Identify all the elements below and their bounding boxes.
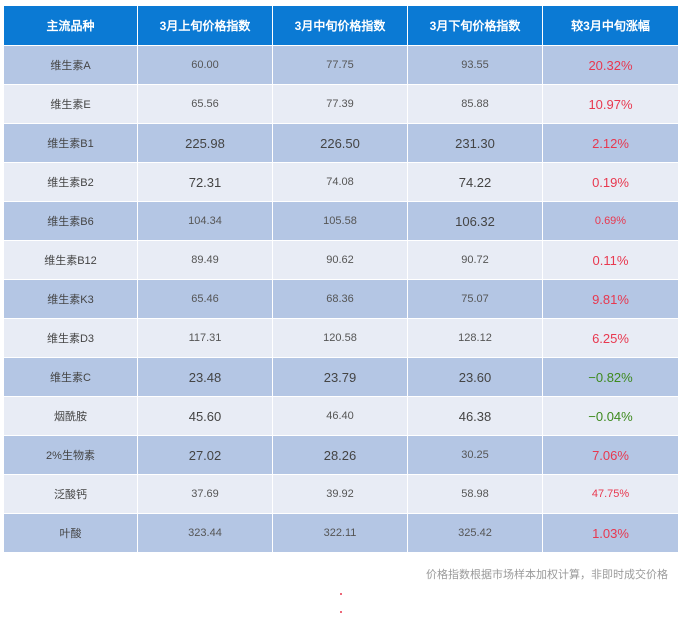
cell-change: 0.19% (542, 162, 679, 202)
cell-mid: 226.50 (272, 123, 408, 163)
cell-late: 58.98 (407, 474, 543, 514)
cell-mid: 46.40 (272, 396, 408, 436)
cell-change: 7.06% (542, 435, 679, 475)
cell-change: −0.04% (542, 396, 679, 436)
table-row: 维生素D3 117.31 120.58 128.12 6.25% (3, 318, 679, 358)
cell-mid: 39.92 (272, 474, 408, 514)
table-row: 叶酸 323.44 322.11 325.42 1.03% (3, 513, 679, 553)
cell-early: 23.48 (137, 357, 273, 397)
cell-early: 104.34 (137, 201, 273, 241)
cell-late: 128.12 (407, 318, 543, 358)
cell-name: 维生素E (3, 84, 138, 124)
table-row: 维生素B2 72.31 74.08 74.22 0.19% (3, 162, 679, 202)
cell-early: 117.31 (137, 318, 273, 358)
cell-late: 93.55 (407, 45, 543, 85)
cell-late: 74.22 (407, 162, 543, 202)
table-row: 维生素B1 225.98 226.50 231.30 2.12% (3, 123, 679, 163)
header-early-march: 3月上旬价格指数 (137, 5, 273, 46)
cell-mid: 68.36 (272, 279, 408, 319)
cell-mid: 77.39 (272, 84, 408, 124)
table-row: 烟酰胺 45.60 46.40 46.38 −0.04% (3, 396, 679, 436)
header-row: 主流品种 3月上旬价格指数 3月中旬价格指数 3月下旬价格指数 较3月中旬涨幅 (3, 5, 679, 46)
cell-name: 维生素A (3, 45, 138, 85)
cell-early: 45.60 (137, 396, 273, 436)
table-row: 维生素B6 104.34 105.58 106.32 0.69% (3, 201, 679, 241)
cell-early: 225.98 (137, 123, 273, 163)
cell-mid: 322.11 (272, 513, 408, 553)
cell-early: 37.69 (137, 474, 273, 514)
cell-mid: 105.58 (272, 201, 408, 241)
cell-name: 维生素D3 (3, 318, 138, 358)
cell-change: 2.12% (542, 123, 679, 163)
header-variety: 主流品种 (3, 5, 138, 46)
cell-late: 325.42 (407, 513, 543, 553)
cell-mid: 74.08 (272, 162, 408, 202)
cell-change: −0.82% (542, 357, 679, 397)
cell-mid: 23.79 (272, 357, 408, 397)
cell-change: 1.03% (542, 513, 679, 553)
table-row: 维生素A 60.00 77.75 93.55 20.32% (3, 45, 679, 85)
cell-early: 323.44 (137, 513, 273, 553)
table-row: 泛酸钙 37.69 39.92 58.98 47.75% (3, 474, 679, 514)
table-header: 主流品种 3月上旬价格指数 3月中旬价格指数 3月下旬价格指数 较3月中旬涨幅 (3, 5, 679, 46)
cell-early: 65.46 (137, 279, 273, 319)
cell-name: 维生素B1 (3, 123, 138, 163)
cell-mid: 77.75 (272, 45, 408, 85)
cell-late: 30.25 (407, 435, 543, 475)
cell-early: 72.31 (137, 162, 273, 202)
cell-late: 90.72 (407, 240, 543, 280)
decorative-dot (340, 593, 342, 595)
cell-early: 89.49 (137, 240, 273, 280)
footnote: 价格指数根据市场样本加权计算，非即时成交价格 (426, 569, 668, 581)
cell-mid: 120.58 (272, 318, 408, 358)
table-row: 维生素C 23.48 23.79 23.60 −0.82% (3, 357, 679, 397)
table-row: 2%生物素 27.02 28.26 30.25 7.06% (3, 435, 679, 475)
table-body: 维生素A 60.00 77.75 93.55 20.32% 维生素E 65.56… (3, 45, 679, 553)
cell-change: 0.69% (542, 201, 679, 241)
cell-late: 85.88 (407, 84, 543, 124)
cell-change: 20.32% (542, 45, 679, 85)
cell-late: 46.38 (407, 396, 543, 436)
cell-name: 烟酰胺 (3, 396, 138, 436)
cell-name: 维生素K3 (3, 279, 138, 319)
cell-change: 0.11% (542, 240, 679, 280)
cell-late: 75.07 (407, 279, 543, 319)
cell-late: 23.60 (407, 357, 543, 397)
cell-name: 叶酸 (3, 513, 138, 553)
cell-name: 维生素C (3, 357, 138, 397)
cell-change: 47.75% (542, 474, 679, 514)
price-index-table: 主流品种 3月上旬价格指数 3月中旬价格指数 3月下旬价格指数 较3月中旬涨幅 … (3, 5, 679, 553)
header-mid-march: 3月中旬价格指数 (272, 5, 408, 46)
cell-late: 106.32 (407, 201, 543, 241)
cell-name: 维生素B2 (3, 162, 138, 202)
cell-name: 泛酸钙 (3, 474, 138, 514)
cell-change: 9.81% (542, 279, 679, 319)
header-late-march: 3月下旬价格指数 (407, 5, 543, 46)
decorative-dot (340, 611, 342, 613)
cell-late: 231.30 (407, 123, 543, 163)
cell-mid: 90.62 (272, 240, 408, 280)
price-index-table-wrap: 主流品种 3月上旬价格指数 3月中旬价格指数 3月下旬价格指数 较3月中旬涨幅 … (3, 5, 679, 553)
cell-change: 6.25% (542, 318, 679, 358)
cell-early: 27.02 (137, 435, 273, 475)
cell-change: 10.97% (542, 84, 679, 124)
cell-name: 维生素B12 (3, 240, 138, 280)
cell-name: 维生素B6 (3, 201, 138, 241)
table-row: 维生素K3 65.46 68.36 75.07 9.81% (3, 279, 679, 319)
table-row: 维生素B12 89.49 90.62 90.72 0.11% (3, 240, 679, 280)
cell-mid: 28.26 (272, 435, 408, 475)
header-change: 较3月中旬涨幅 (542, 5, 679, 46)
cell-early: 65.56 (137, 84, 273, 124)
cell-name: 2%生物素 (3, 435, 138, 475)
table-row: 维生素E 65.56 77.39 85.88 10.97% (3, 84, 679, 124)
cell-early: 60.00 (137, 45, 273, 85)
